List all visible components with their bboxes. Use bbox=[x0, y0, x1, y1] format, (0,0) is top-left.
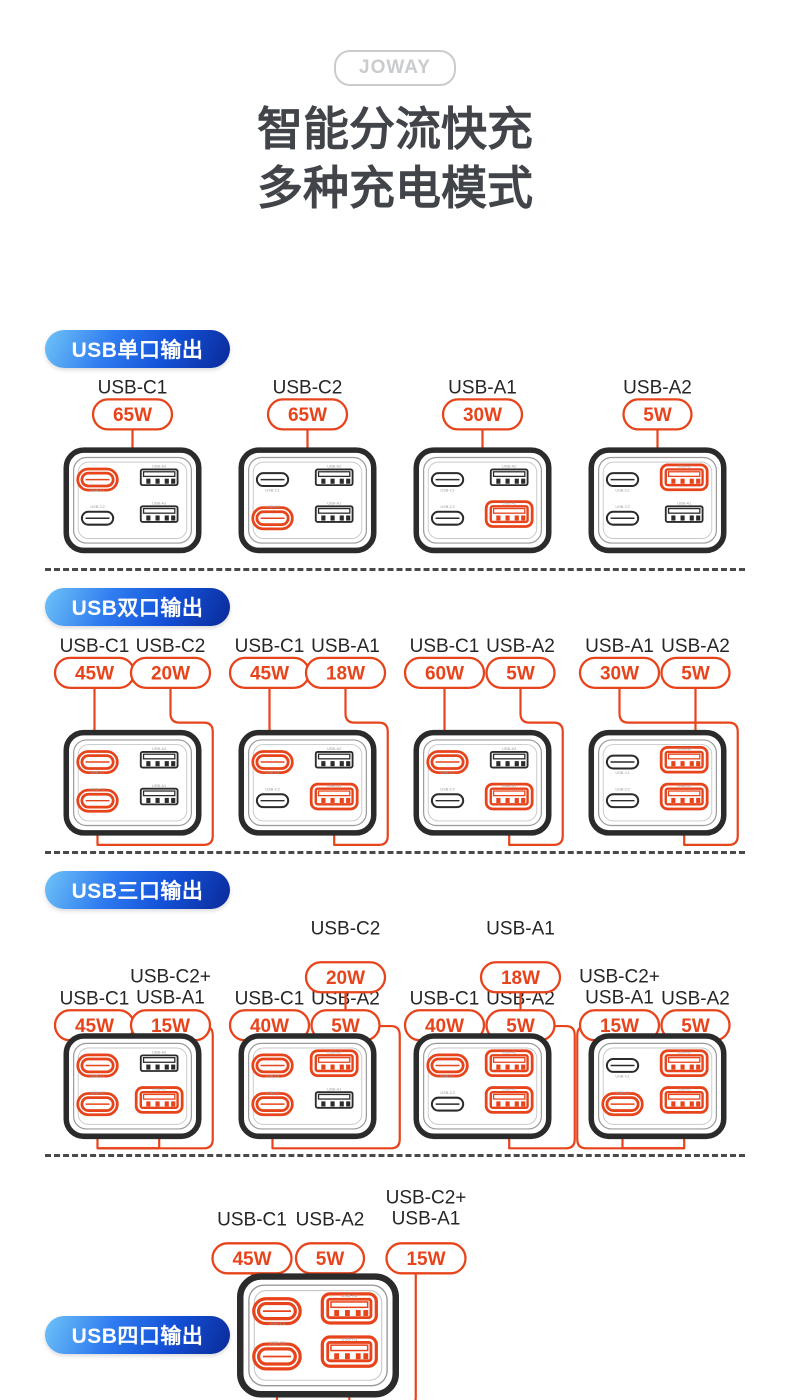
svg-text:USB-C2: USB-C2 bbox=[90, 504, 104, 509]
svg-text:USB-A2: USB-A2 bbox=[502, 464, 516, 469]
svg-text:USB-C1: USB-C1 bbox=[90, 1073, 104, 1078]
svg-text:USB-A2: USB-A2 bbox=[661, 988, 730, 1009]
svg-text:USB-C2: USB-C2 bbox=[90, 787, 104, 792]
svg-text:15W: 15W bbox=[406, 1249, 445, 1270]
svg-text:65W: 65W bbox=[288, 405, 327, 426]
svg-text:USB-A2: USB-A2 bbox=[341, 1293, 358, 1298]
svg-text:USB-C2: USB-C2 bbox=[265, 1090, 279, 1095]
svg-text:USB-C2: USB-C2 bbox=[440, 1090, 454, 1095]
svg-text:USB-A2: USB-A2 bbox=[327, 464, 341, 469]
svg-text:USB-A1: USB-A1 bbox=[677, 1086, 691, 1091]
svg-text:USB-C1: USB-C1 bbox=[410, 636, 480, 657]
svg-text:30W: 30W bbox=[463, 405, 502, 426]
svg-text:45W: 45W bbox=[250, 664, 289, 685]
svg-text:18W: 18W bbox=[501, 968, 540, 989]
svg-text:USB-A1: USB-A1 bbox=[677, 783, 691, 788]
svg-text:USB-C1: USB-C1 bbox=[60, 988, 130, 1009]
svg-text:USB-C1: USB-C1 bbox=[440, 770, 454, 775]
svg-text:USB-A2: USB-A2 bbox=[152, 464, 166, 469]
svg-text:USB-C2+: USB-C2+ bbox=[130, 966, 211, 987]
svg-text:USB-A2: USB-A2 bbox=[677, 1050, 691, 1055]
svg-text:USB-C2: USB-C2 bbox=[440, 787, 454, 792]
svg-text:USB-A2: USB-A2 bbox=[661, 636, 730, 657]
svg-text:USB-A2: USB-A2 bbox=[152, 746, 166, 751]
svg-text:5W: 5W bbox=[643, 405, 672, 426]
svg-text:60W: 60W bbox=[425, 664, 464, 685]
svg-text:USB-C1: USB-C1 bbox=[235, 988, 305, 1009]
svg-text:USB-C2: USB-C2 bbox=[615, 1090, 629, 1095]
svg-text:USB-C1: USB-C1 bbox=[90, 488, 104, 493]
svg-text:USB-A2: USB-A2 bbox=[502, 1050, 516, 1055]
svg-text:USB-C1: USB-C1 bbox=[440, 1073, 454, 1078]
svg-text:USB-A1: USB-A1 bbox=[486, 918, 555, 939]
svg-text:USB-A1: USB-A1 bbox=[585, 987, 654, 1008]
svg-text:USB-C1: USB-C1 bbox=[265, 488, 279, 493]
svg-text:USB-A2: USB-A2 bbox=[152, 1050, 166, 1055]
svg-text:USB-A1: USB-A1 bbox=[502, 500, 516, 505]
svg-text:USB-C1: USB-C1 bbox=[235, 636, 305, 657]
svg-text:USB-C1: USB-C1 bbox=[615, 770, 629, 775]
svg-text:USB-A1: USB-A1 bbox=[152, 1086, 166, 1091]
svg-text:USB-C2+: USB-C2+ bbox=[386, 1187, 467, 1208]
svg-text:USB-A1: USB-A1 bbox=[327, 500, 341, 505]
svg-text:USB-C2: USB-C2 bbox=[265, 787, 279, 792]
svg-text:USB-A2: USB-A2 bbox=[677, 746, 691, 751]
svg-text:USB-A1: USB-A1 bbox=[502, 1086, 516, 1091]
svg-text:30W: 30W bbox=[600, 664, 639, 685]
svg-text:USB-C2: USB-C2 bbox=[615, 787, 629, 792]
svg-text:USB-A1: USB-A1 bbox=[327, 783, 341, 788]
svg-text:18W: 18W bbox=[326, 664, 365, 685]
svg-text:USB-C2: USB-C2 bbox=[265, 504, 279, 509]
svg-text:USB-A1: USB-A1 bbox=[136, 987, 205, 1008]
svg-text:USB-A1: USB-A1 bbox=[392, 1208, 461, 1229]
svg-text:USB-C2: USB-C2 bbox=[440, 504, 454, 509]
svg-text:USB-C1: USB-C1 bbox=[615, 1073, 629, 1078]
svg-text:USB-C1: USB-C1 bbox=[98, 378, 168, 399]
svg-text:20W: 20W bbox=[326, 968, 365, 989]
svg-text:USB-C2: USB-C2 bbox=[311, 918, 381, 939]
svg-text:USB-C1: USB-C1 bbox=[268, 1321, 285, 1326]
svg-text:USB-A1: USB-A1 bbox=[152, 783, 166, 788]
svg-text:USB-A2: USB-A2 bbox=[623, 378, 692, 399]
svg-text:USB-C1: USB-C1 bbox=[60, 636, 130, 657]
svg-text:20W: 20W bbox=[151, 664, 190, 685]
svg-text:USB-A1: USB-A1 bbox=[152, 500, 166, 505]
svg-text:USB-C2: USB-C2 bbox=[136, 636, 206, 657]
svg-text:USB-C1: USB-C1 bbox=[90, 770, 104, 775]
svg-text:USB-A2: USB-A2 bbox=[296, 1209, 365, 1230]
svg-text:USB-C1: USB-C1 bbox=[265, 770, 279, 775]
svg-text:USB-C2: USB-C2 bbox=[268, 1341, 285, 1346]
svg-text:USB-A2: USB-A2 bbox=[327, 1050, 341, 1055]
svg-text:USB-C2+: USB-C2+ bbox=[579, 966, 660, 987]
svg-text:USB-C1: USB-C1 bbox=[440, 488, 454, 493]
svg-text:USB-A1: USB-A1 bbox=[448, 378, 517, 399]
svg-text:5W: 5W bbox=[506, 664, 535, 685]
svg-text:USB-A1: USB-A1 bbox=[341, 1336, 358, 1341]
svg-text:65W: 65W bbox=[113, 405, 152, 426]
svg-text:USB-A2: USB-A2 bbox=[486, 636, 555, 657]
svg-text:USB-A1: USB-A1 bbox=[677, 500, 691, 505]
svg-text:USB-A1: USB-A1 bbox=[502, 783, 516, 788]
svg-text:45W: 45W bbox=[75, 664, 114, 685]
svg-text:USB-C2: USB-C2 bbox=[273, 378, 343, 399]
svg-text:USB-A1: USB-A1 bbox=[311, 636, 380, 657]
svg-text:USB-A1: USB-A1 bbox=[585, 636, 654, 657]
svg-text:USB-A2: USB-A2 bbox=[327, 746, 341, 751]
svg-text:5W: 5W bbox=[316, 1249, 345, 1270]
svg-text:USB-C2: USB-C2 bbox=[90, 1090, 104, 1095]
svg-text:USB-C1: USB-C1 bbox=[265, 1073, 279, 1078]
svg-text:USB-C1: USB-C1 bbox=[615, 488, 629, 493]
svg-text:5W: 5W bbox=[681, 664, 710, 685]
svg-text:USB-A2: USB-A2 bbox=[677, 464, 691, 469]
svg-text:USB-A1: USB-A1 bbox=[327, 1086, 341, 1091]
svg-text:USB-A2: USB-A2 bbox=[502, 746, 516, 751]
svg-text:USB-C1: USB-C1 bbox=[217, 1209, 287, 1230]
svg-text:USB-C2: USB-C2 bbox=[615, 504, 629, 509]
svg-text:USB-C1: USB-C1 bbox=[410, 988, 480, 1009]
svg-text:45W: 45W bbox=[232, 1249, 271, 1270]
